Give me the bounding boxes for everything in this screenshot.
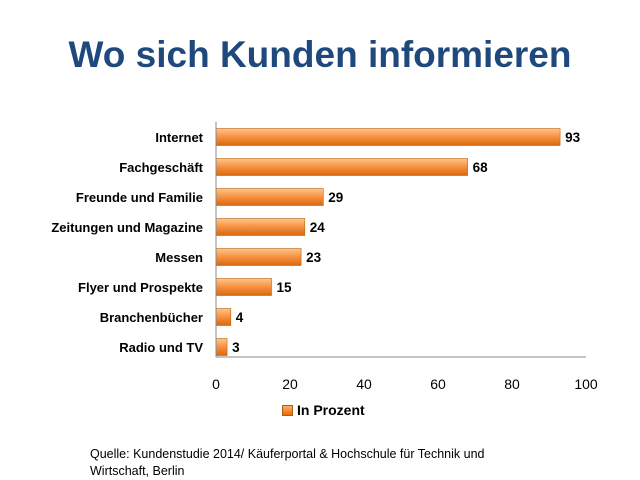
source-note: Quelle: Kundenstudie 2014/ Käuferportal … — [90, 447, 485, 478]
category-label: Messen — [155, 250, 203, 265]
x-tick-label: 0 — [212, 376, 220, 392]
data-label: 29 — [328, 190, 343, 205]
data-label: 93 — [565, 130, 581, 145]
category-label: Freunde und Familie — [76, 190, 203, 205]
x-tick-label: 20 — [282, 376, 298, 392]
bar — [215, 338, 228, 356]
bar — [215, 188, 324, 206]
data-label: 24 — [310, 220, 326, 235]
bar — [215, 308, 232, 326]
bar — [215, 218, 306, 236]
data-label: 3 — [232, 340, 240, 355]
legend-label: In Prozent — [297, 402, 365, 418]
category-label: Branchenbücher — [100, 310, 203, 325]
legend-swatch — [282, 404, 293, 416]
bar — [215, 158, 468, 176]
category-label: Radio und TV — [119, 340, 203, 355]
category-label: Zeitungen und Magazine — [51, 220, 203, 235]
legend: In Prozent — [282, 402, 365, 418]
category-label: Internet — [155, 130, 203, 145]
data-label: 23 — [306, 250, 322, 265]
chart-title: Wo sich Kunden informieren — [68, 34, 572, 75]
category-label: Flyer und Prospekte — [78, 280, 203, 295]
x-tick-label: 60 — [430, 376, 446, 392]
data-label: 15 — [277, 280, 293, 295]
x-tick-label: 80 — [504, 376, 520, 392]
bar — [215, 128, 561, 146]
x-tick-label: 40 — [356, 376, 372, 392]
bar — [215, 248, 302, 266]
bar — [215, 278, 272, 296]
data-label: 68 — [473, 160, 489, 175]
x-tick-label: 100 — [574, 376, 598, 392]
category-label: Fachgeschäft — [119, 160, 203, 175]
data-label: 4 — [236, 310, 244, 325]
